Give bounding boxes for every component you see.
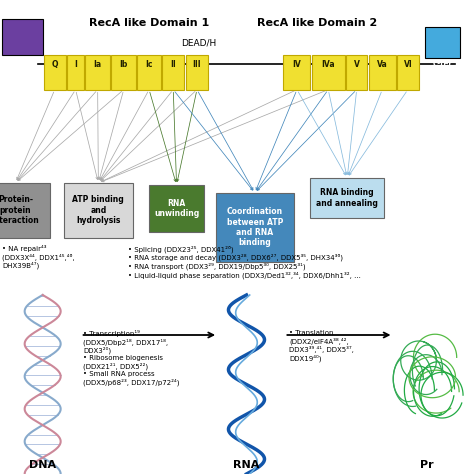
FancyBboxPatch shape bbox=[283, 55, 310, 90]
FancyBboxPatch shape bbox=[64, 183, 133, 237]
FancyBboxPatch shape bbox=[111, 55, 136, 90]
Text: I: I bbox=[74, 60, 77, 69]
Text: • Transcription¹⁹
(DDX5/Dbp2¹⁸, DDX17¹⁸,
DDX3²⁰)
• Ribosome biogenesis
(DDX21²¹,: • Transcription¹⁹ (DDX5/Dbp2¹⁸, DDX17¹⁸,… bbox=[83, 330, 180, 386]
FancyBboxPatch shape bbox=[0, 183, 50, 237]
Text: VI: VI bbox=[403, 60, 412, 69]
Text: Pr: Pr bbox=[420, 460, 433, 470]
FancyBboxPatch shape bbox=[310, 178, 384, 219]
Text: IVa: IVa bbox=[321, 60, 335, 69]
Text: V: V bbox=[354, 60, 360, 69]
Text: Protein-
protein
interaction: Protein- protein interaction bbox=[0, 195, 39, 225]
Text: Ic: Ic bbox=[146, 60, 153, 69]
Text: DNA: DNA bbox=[29, 460, 56, 470]
Text: Va: Va bbox=[377, 60, 388, 69]
Text: Q: Q bbox=[52, 60, 58, 69]
Text: • Translation
(DDX2/eIF4A³⁸,⁴²,
DDX3³⁹,⁴¹, DDX5³⁷,
DDX19⁴⁰): • Translation (DDX2/eIF4A³⁸,⁴², DDX3³⁹,⁴… bbox=[289, 330, 354, 362]
FancyBboxPatch shape bbox=[162, 55, 184, 90]
FancyBboxPatch shape bbox=[149, 185, 204, 232]
Text: N-ter
minus: N-ter minus bbox=[10, 57, 35, 71]
FancyBboxPatch shape bbox=[85, 55, 110, 90]
Text: RNA: RNA bbox=[233, 460, 260, 470]
Text: Ib: Ib bbox=[119, 60, 128, 69]
FancyBboxPatch shape bbox=[397, 55, 419, 90]
Text: RNA
unwinding: RNA unwinding bbox=[154, 199, 199, 219]
Text: C-ter: C-ter bbox=[433, 61, 452, 67]
FancyBboxPatch shape bbox=[369, 55, 396, 90]
Text: DEAD/H: DEAD/H bbox=[182, 38, 217, 47]
FancyBboxPatch shape bbox=[67, 55, 84, 90]
Text: ATP binding
and
hydrolysis: ATP binding and hydrolysis bbox=[73, 195, 124, 225]
Text: • Splicing (DDX23²⁵, DDX41²⁶)
• RNA storage and decay (DDX3²⁸, DDX6²⁷, DDX5³⁵, D: • Splicing (DDX23²⁵, DDX41²⁶) • RNA stor… bbox=[128, 245, 361, 279]
Text: Coordination
between ATP
and RNA
binding: Coordination between ATP and RNA binding bbox=[227, 207, 283, 247]
Text: Ia: Ia bbox=[93, 60, 102, 69]
FancyBboxPatch shape bbox=[346, 55, 367, 90]
Text: RecA like Domain 2: RecA like Domain 2 bbox=[257, 18, 378, 28]
Text: • NA repair⁴³
(DDX3X⁴⁴, DDX1⁴⁵,⁴⁶,
DHX39B⁴⁷): • NA repair⁴³ (DDX3X⁴⁴, DDX1⁴⁵,⁴⁶, DHX39… bbox=[2, 245, 75, 269]
Text: RecA like Domain 1: RecA like Domain 1 bbox=[89, 18, 210, 28]
Text: III: III bbox=[192, 60, 201, 69]
FancyBboxPatch shape bbox=[186, 55, 208, 90]
Text: II: II bbox=[170, 60, 176, 69]
FancyBboxPatch shape bbox=[137, 55, 161, 90]
FancyBboxPatch shape bbox=[216, 193, 294, 262]
FancyBboxPatch shape bbox=[425, 27, 460, 58]
FancyBboxPatch shape bbox=[44, 55, 66, 90]
Text: IV: IV bbox=[292, 60, 301, 69]
FancyBboxPatch shape bbox=[312, 55, 345, 90]
Text: RNA binding
and annealing: RNA binding and annealing bbox=[316, 189, 378, 208]
FancyBboxPatch shape bbox=[2, 19, 43, 55]
